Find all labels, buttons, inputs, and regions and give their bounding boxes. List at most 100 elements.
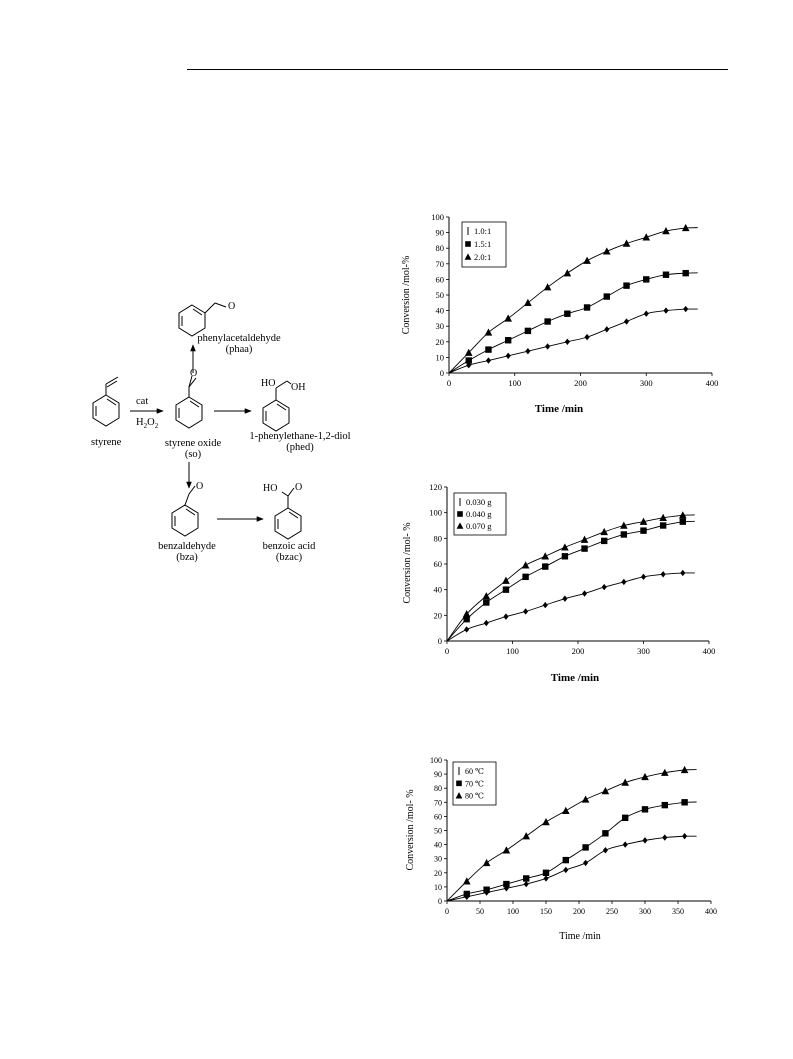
chart-1-series-3-point bbox=[603, 247, 611, 255]
chart-1-series-1-point bbox=[643, 310, 649, 317]
chart-3-series-3-point bbox=[601, 787, 610, 795]
chart-2-series-2-point bbox=[679, 518, 686, 525]
chart-3-series-1-point bbox=[583, 859, 589, 867]
chart-1-legend: 1.0:1 1.5:1 2.0:1 bbox=[461, 221, 507, 268]
chart-1-series-2-point bbox=[524, 327, 532, 335]
chart-2-series-1-point bbox=[660, 571, 666, 578]
chart-1-series-1-point bbox=[584, 333, 590, 341]
chart-3-y-tick-label: 60 bbox=[434, 812, 442, 821]
chart-1-series-1-point bbox=[663, 307, 669, 314]
oxidant-label: H2O2 bbox=[136, 417, 159, 430]
chart-2-legend-label-2: 0.040 g bbox=[466, 509, 492, 519]
chart-3-x-tick-label: 100 bbox=[507, 907, 519, 916]
chart-3-y-tick-label: 50 bbox=[434, 827, 442, 836]
chart-2-series-1-point bbox=[464, 626, 470, 633]
chart-1-series-2-point bbox=[583, 304, 591, 311]
chart-1-series-1-point bbox=[604, 326, 610, 333]
chart-1-legend-label-2: 1.5:1 bbox=[474, 239, 491, 249]
styrene-oxide-abbr: (so) bbox=[185, 449, 202, 460]
chart-1-y-tick-label: 10 bbox=[436, 352, 445, 362]
chart-3-x-tick-label: 200 bbox=[573, 907, 585, 916]
bzac-o-label: O bbox=[295, 482, 302, 493]
phaa-abbr: (phaa) bbox=[226, 344, 253, 355]
chart-2-series-1-point bbox=[562, 595, 568, 602]
chart-1-series-2-point bbox=[485, 346, 492, 353]
chart-3-y-tick-label: 90 bbox=[434, 770, 442, 779]
chart-2-series-2-point bbox=[561, 553, 569, 560]
chart-3-series-3-point bbox=[661, 768, 669, 776]
chart-3-series-3-point bbox=[621, 778, 629, 786]
chart-1-svg: 0 10 20 30 40 50 60 70 80 90 100 0 100 200 300 400 1.0:… bbox=[401, 212, 719, 415]
chart-1-series-1-point bbox=[623, 318, 630, 325]
bzac-ho-label: HO bbox=[263, 483, 277, 494]
chart-2-series-1-point bbox=[581, 590, 588, 597]
chart-2-legend: 0.030 g 0.040 g 0.070 g bbox=[453, 492, 507, 536]
chart-1-x-axis-label: Time /min bbox=[535, 403, 583, 415]
chart-1-series-3-point bbox=[662, 227, 670, 235]
chart-2-legend-label-3: 0.070 g bbox=[466, 521, 492, 531]
bzac-label: benzoic acid bbox=[263, 541, 317, 552]
chart-2-series-3-point bbox=[502, 576, 510, 584]
chart-3-series-1-point bbox=[662, 834, 668, 841]
chart-3-series-2-point bbox=[681, 799, 688, 806]
chart-2-svg: 0 20 40 60 80 100 120 0 100 200 300 400 0.030 g 0.04… bbox=[402, 482, 715, 684]
chart-1-series-3-point bbox=[524, 298, 532, 306]
chart-2-series-2-point bbox=[542, 563, 549, 570]
chart-1-x-tick-label: 300 bbox=[640, 378, 653, 388]
chart-3-legend-label-2: 70 ℃ bbox=[465, 779, 484, 788]
chart-3-series-2-point bbox=[523, 875, 530, 882]
chart-1-series-2-point bbox=[603, 293, 610, 300]
chart-2-series-3-point bbox=[639, 517, 648, 525]
chart-2-legend-label-1: 0.030 g bbox=[466, 497, 492, 507]
chart-3-y-tick-label: 20 bbox=[434, 869, 442, 878]
chart-2-x-tick-label: 100 bbox=[506, 646, 519, 656]
styrene-oxide-label: styrene oxide bbox=[165, 438, 222, 449]
styrene-oxide-structure bbox=[175, 375, 203, 429]
chart-catalyst-mass: 0 20 40 60 80 100 120 0 100 200 300 400 0.030 g 0.04… bbox=[395, 478, 725, 698]
chart-1-series-1-point bbox=[525, 347, 531, 355]
chart-3-legend-marker-3 bbox=[455, 792, 463, 799]
epoxide-o-label: O bbox=[190, 368, 197, 379]
chart-1-series-2-point bbox=[682, 269, 689, 277]
chart-2-x-axis-label: Time /min bbox=[551, 672, 599, 684]
chart-2-y-tick-label: 80 bbox=[434, 533, 443, 543]
chart-1-x-tick-label: 200 bbox=[574, 378, 587, 388]
diol-ho-label: HO bbox=[261, 378, 275, 389]
chart-3-legend-label-1: 60 ℃ bbox=[465, 767, 484, 776]
chart-3-y-tick-label: 10 bbox=[434, 883, 442, 892]
chart-1-series-3-point bbox=[543, 283, 552, 291]
chart-2-y-tick-label: 60 bbox=[434, 559, 443, 569]
chart-2-series-1-point bbox=[523, 608, 529, 615]
chart-2-series-1-point bbox=[621, 578, 627, 586]
chart-2-series-1-point bbox=[640, 573, 647, 581]
chart-1-series-1-point bbox=[545, 343, 551, 350]
chart-2-series-1-line bbox=[446, 572, 695, 642]
chart-2-series-2-point bbox=[601, 537, 608, 545]
chart-1-series-2-point bbox=[662, 271, 670, 278]
chart-2-series-3-point bbox=[580, 535, 589, 543]
chart-1-series-1-point bbox=[683, 305, 689, 313]
chart-1-series-2-point bbox=[623, 282, 630, 289]
header-rule bbox=[187, 69, 728, 70]
chart-3-series-3-point bbox=[542, 818, 550, 826]
chart-2-series-1-point bbox=[483, 619, 489, 627]
bza-o-label: O bbox=[196, 481, 203, 492]
bza-abbr: (bza) bbox=[176, 552, 198, 563]
chart-2-series-1-point bbox=[503, 613, 509, 620]
chart-2-y-tick-label: 120 bbox=[429, 482, 442, 492]
chart-3-series-2-point bbox=[562, 856, 569, 864]
chart-2-series-1-point bbox=[680, 569, 686, 577]
phenylacetaldehyde-structure bbox=[178, 302, 227, 337]
chart-3-series-3-point bbox=[482, 858, 491, 867]
chart-temperature: 0 10 20 30 40 50 60 70 80 90 100 0 50 100 150 200 250 300… bbox=[395, 750, 725, 955]
chart-1-x-tick-label: 400 bbox=[706, 378, 719, 388]
chart-3-series-3-point bbox=[522, 832, 530, 840]
bzac-abbr: (bzac) bbox=[276, 552, 303, 563]
phaa-label: phenylacetaldehyde bbox=[197, 333, 281, 344]
chart-3-series-3-point bbox=[581, 795, 590, 803]
chart-3-series-3-point bbox=[562, 806, 570, 814]
chart-2-y-tick-label: 100 bbox=[429, 508, 442, 518]
chart-1-y-tick-label: 40 bbox=[436, 306, 445, 316]
chart-1-legend-marker-3 bbox=[464, 253, 472, 260]
chart-3-svg: 0 10 20 30 40 50 60 70 80 90 100 0 50 100 150 200 250 300… bbox=[405, 756, 717, 942]
